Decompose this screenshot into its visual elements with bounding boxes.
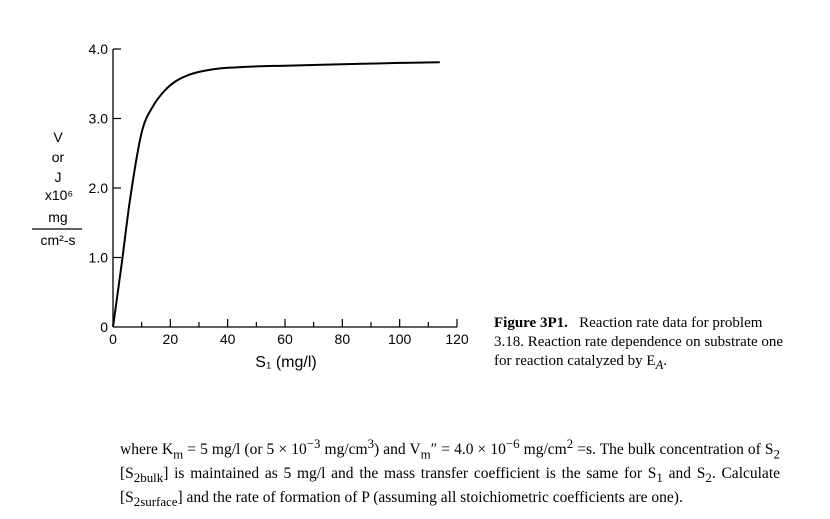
problem-part: [S: [120, 465, 134, 483]
problem-sub: 1: [656, 470, 663, 486]
problem-text: where Km = 5 mg/l (or 5 × 10−3 mg/cm3) a…: [120, 434, 780, 512]
y-tick-label: 2.0: [89, 180, 109, 196]
caption-end: .: [663, 353, 667, 369]
problem-sup: 3: [367, 436, 375, 451]
caption-label: Figure 3P1.: [494, 315, 568, 331]
y-label-line: mg: [48, 209, 67, 225]
y-tick-label: 4.0: [89, 41, 109, 57]
x-tick-label: 60: [277, 331, 293, 347]
y-tick-label: 3.0: [89, 111, 109, 127]
ticks: 0 1.0 2.0 3.0 4.0 0 20 40 60 80 100 120: [89, 41, 469, 347]
y-tick-label: 1.0: [89, 250, 109, 266]
problem-sub: 2bulk: [133, 470, 164, 486]
series-line-reaction-rate: [112, 61, 440, 328]
caption-text: Reaction rate data for problem 3.18. Rea…: [494, 315, 784, 369]
problem-part: = 5 mg/l (or 5 × 10: [183, 441, 307, 459]
problem-sub: 2: [773, 446, 780, 462]
problem-part: where K: [120, 441, 174, 459]
x-tick-label: 0: [109, 331, 117, 347]
problem-sub: 2: [705, 470, 712, 486]
curve-layer: [112, 61, 440, 328]
x-axis-label: S₁ (mg/l): [255, 354, 316, 371]
y-label-line: cm²-s: [41, 232, 76, 248]
x-tick-label: 120: [445, 331, 469, 347]
problem-sub: m: [173, 446, 184, 462]
y-label-line: x10⁶: [45, 187, 73, 203]
problem-sub: 2surface: [133, 494, 178, 510]
problem-sup: −3: [306, 436, 321, 451]
problem-part: and S: [662, 465, 706, 483]
caption-subscript: A: [655, 358, 664, 372]
problem-sup: 2: [566, 436, 574, 451]
x-tick-label: 20: [163, 331, 179, 347]
y-label-line: or: [52, 149, 65, 165]
problem-part: ) and V: [374, 441, 421, 459]
y-label-line: J: [55, 169, 62, 185]
problem-part: =s. The bulk concentration of S: [573, 441, 774, 459]
y-label-line: V: [53, 129, 63, 145]
problem-part: mg/cm: [320, 441, 368, 459]
problem-part: ] and the rate of formation of P (assumi…: [177, 489, 683, 507]
x-tick-label: 80: [335, 331, 351, 347]
problem-part: mg/cm: [519, 441, 567, 459]
problem-part: ] is maintained as 5 mg/l and the mass t…: [163, 465, 657, 483]
y-tick-label: 0: [100, 319, 108, 335]
figure-caption: Figure 3P1. Reaction rate data for probl…: [494, 314, 794, 375]
problem-sub: m: [420, 446, 431, 462]
x-tick-label: 40: [220, 331, 236, 347]
problem-sup: −6: [505, 436, 520, 451]
x-tick-label: 100: [388, 331, 412, 347]
problem-part: ″ = 4.0 × 10: [430, 441, 506, 459]
problem-part: . Calculate [S: [120, 465, 781, 507]
